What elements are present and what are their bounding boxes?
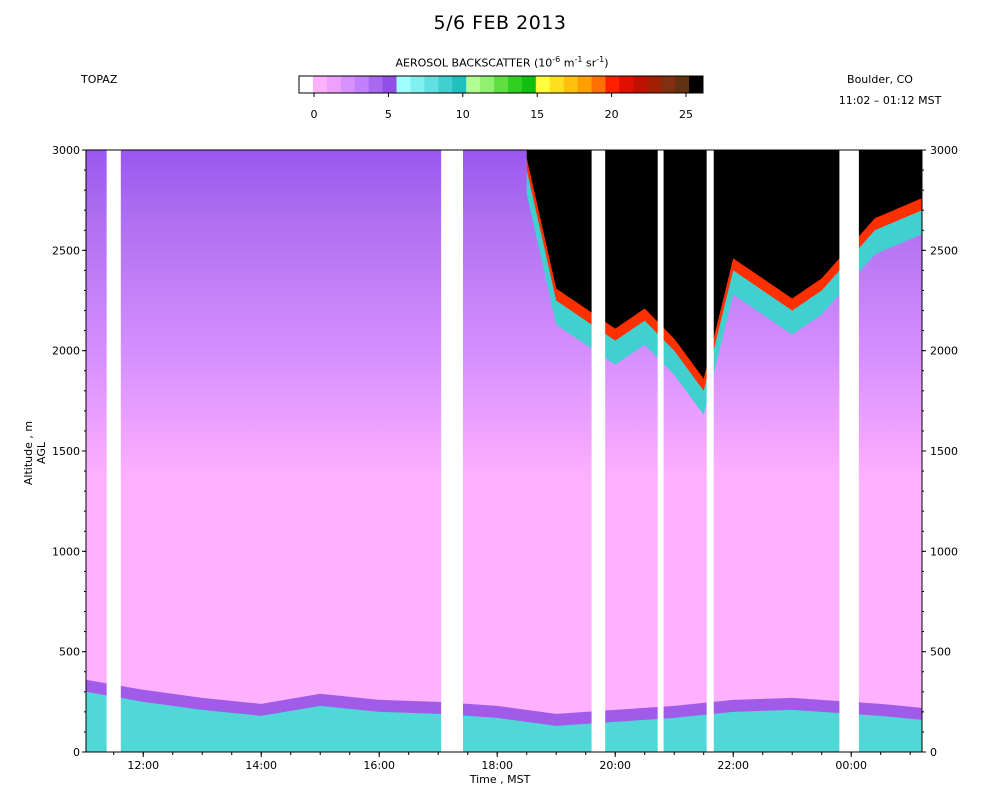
cloud-layer <box>526 150 922 379</box>
y-tick-label-right: 1500 <box>930 445 958 458</box>
colorbar-swatch <box>591 76 606 93</box>
y-tick-label-right: 500 <box>930 646 951 659</box>
colorbar-swatch <box>633 76 648 93</box>
colorbar-swatch <box>661 76 676 93</box>
colorbar-swatch <box>507 76 523 93</box>
y-tick-label: 0 <box>73 746 80 759</box>
x-tick-label: 12:00 <box>127 759 159 772</box>
y-tick-label: 1000 <box>52 545 80 558</box>
y-tick-label-right: 1000 <box>930 545 958 558</box>
colorbar-swatch <box>452 76 467 93</box>
chart-title: 5/6 FEB 2013 <box>433 12 567 34</box>
y-tick-label-right: 2000 <box>930 345 958 358</box>
x-tick-label: 18:00 <box>481 759 513 772</box>
data-gap <box>106 150 121 752</box>
colorbar-swatch <box>410 76 425 93</box>
data-gap <box>706 150 714 752</box>
y-tick-label: 500 <box>59 646 80 659</box>
colorbar-swatch <box>619 76 634 93</box>
y-tick-label-right: 0 <box>930 746 937 759</box>
colorbar-swatch <box>521 76 537 93</box>
colorbar-tick-label: 15 <box>530 108 544 121</box>
colorbar-swatch <box>438 76 453 93</box>
colorbar-swatch <box>299 76 314 93</box>
x-tick-label: 20:00 <box>599 759 631 772</box>
colorbar-tick-label: 5 <box>385 108 392 121</box>
time-range-label: 11:02 – 01:12 MST <box>838 94 942 107</box>
data-gap <box>441 150 463 752</box>
heatmap-field <box>86 150 922 752</box>
colorbar-swatch <box>647 76 662 93</box>
x-tick-label: 00:00 <box>835 759 867 772</box>
colorbar-swatch <box>466 76 481 93</box>
colorbar-swatch <box>689 76 704 93</box>
y-tick-label: 2000 <box>52 345 80 358</box>
colorbar-tick-label: 20 <box>605 108 619 121</box>
colorbar-swatch <box>382 76 398 93</box>
colorbar-swatch <box>480 76 495 93</box>
colorbar: 0 5 10 15 20 25 <box>298 75 704 121</box>
colorbar-frame <box>298 75 704 94</box>
data-gap <box>657 150 664 752</box>
colorbar-swatch <box>549 76 565 93</box>
data-gap <box>839 150 859 752</box>
y-tick-label-right: 2500 <box>930 244 958 257</box>
colorbar-swatch <box>326 76 342 93</box>
colorbar-swatch <box>312 76 328 93</box>
y-tick-label: 1500 <box>52 445 80 458</box>
colorbar-swatch <box>368 76 384 93</box>
location-label: Boulder, CO <box>847 73 913 86</box>
colorbar-tick-label: 10 <box>456 108 470 121</box>
data-gap <box>591 150 606 752</box>
y-tick-label: 3000 <box>52 144 80 157</box>
colorbar-swatch <box>535 76 551 93</box>
site-label: TOPAZ <box>81 73 118 86</box>
colorbar-swatch <box>424 76 439 93</box>
colorbar-swatch <box>354 76 370 93</box>
x-tick-label: 22:00 <box>717 759 749 772</box>
colorbar-swatch <box>577 76 593 93</box>
y-axis-label: Altitude , m AGL <box>22 420 48 486</box>
colorbar-swatch <box>396 76 411 93</box>
y-tick-label: 2500 <box>52 244 80 257</box>
y-tick-label-right: 3000 <box>930 144 958 157</box>
colorbar-swatch <box>563 76 579 93</box>
colorbar-swatch <box>605 76 620 93</box>
x-tick-label: 16:00 <box>363 759 395 772</box>
colorbar-tick-label: 0 <box>311 108 318 121</box>
colorbar-tick-label: 25 <box>679 108 693 121</box>
colorbar-title: AEROSOL BACKSCATTER (10-6 m-1 sr-1) <box>395 55 609 70</box>
colorbar-swatch <box>340 76 356 93</box>
x-tick-label: 14:00 <box>245 759 277 772</box>
colorbar-swatch <box>494 76 509 93</box>
x-axis-label: Time , MST <box>469 773 531 786</box>
colorbar-swatch <box>675 76 690 93</box>
